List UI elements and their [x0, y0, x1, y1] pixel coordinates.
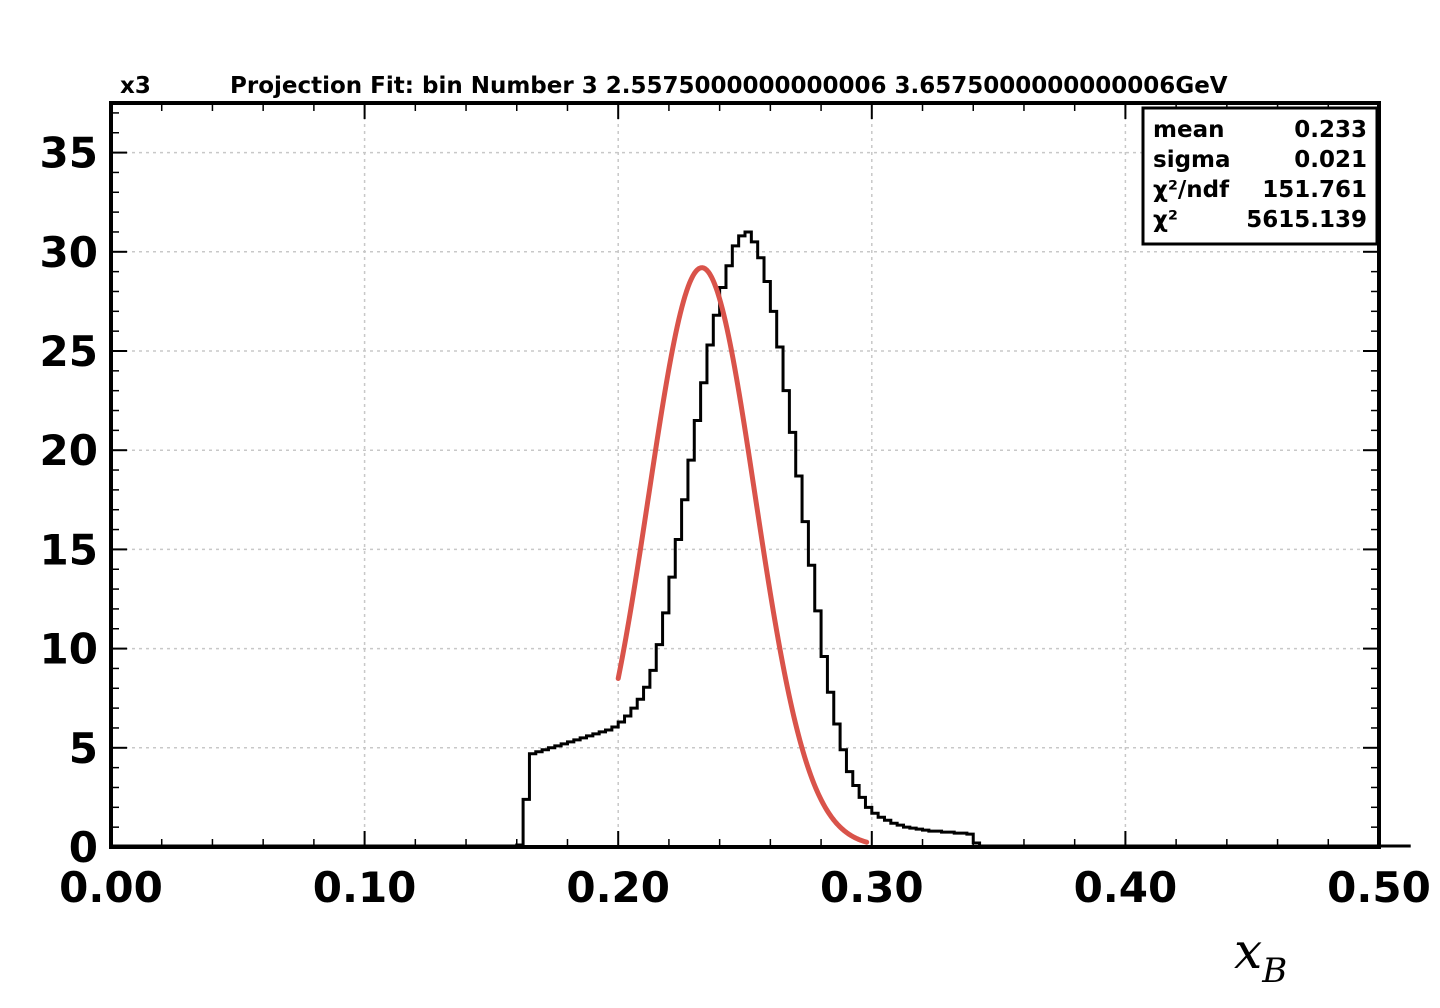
x-axis-label: xB	[1234, 922, 1287, 991]
corner-label: x3	[120, 73, 151, 99]
stats-value-chi2: 5615.139	[1246, 207, 1367, 233]
chart-title: Projection Fit: bin Number 3 2.557500000…	[230, 73, 1228, 99]
stats-label-chi2ndf: χ²/ndf	[1153, 177, 1230, 203]
x-tick-label: 0.40	[1074, 863, 1178, 912]
x-axis: 0.00 0.10 0.20 0.30 0.40 0.50	[59, 103, 1431, 912]
stats-label-chi2: χ²	[1153, 207, 1178, 233]
x-tick-label: 0.10	[313, 863, 417, 912]
stats-value-mean: 0.233	[1294, 117, 1367, 143]
y-tick-label: 5	[69, 724, 98, 773]
x-tick-label: 0.00	[59, 863, 163, 912]
x-axis-label-main: x	[1234, 922, 1262, 980]
x-tick-label: 0.50	[1327, 863, 1431, 912]
grid-lines	[111, 103, 1379, 847]
gaussian-fit-curve	[615, 265, 870, 845]
y-tick-label: 15	[40, 525, 98, 574]
y-tick-label: 10	[40, 625, 98, 674]
stats-label-mean: mean	[1153, 117, 1224, 143]
y-axis: 0 5 10 15 20 25 30 35	[40, 129, 1379, 872]
stats-value-chi2ndf: 151.761	[1262, 177, 1367, 203]
x-tick-label: 0.20	[566, 863, 670, 912]
y-tick-label: 25	[40, 327, 98, 376]
plot-frame	[109, 101, 1381, 849]
y-tick-label: 30	[40, 228, 98, 277]
stats-value-sigma: 0.021	[1294, 147, 1367, 173]
y-tick-label: 0	[69, 823, 98, 872]
y-tick-label: 35	[40, 129, 98, 178]
stats-label-sigma: sigma	[1153, 147, 1231, 173]
x-axis-label-subscript: B	[1261, 951, 1287, 991]
y-tick-label: 20	[40, 426, 98, 475]
stats-box: mean 0.233 sigma 0.021 χ²/ndf 151.761 χ²…	[1141, 106, 1379, 246]
x-tick-label: 0.30	[820, 863, 924, 912]
